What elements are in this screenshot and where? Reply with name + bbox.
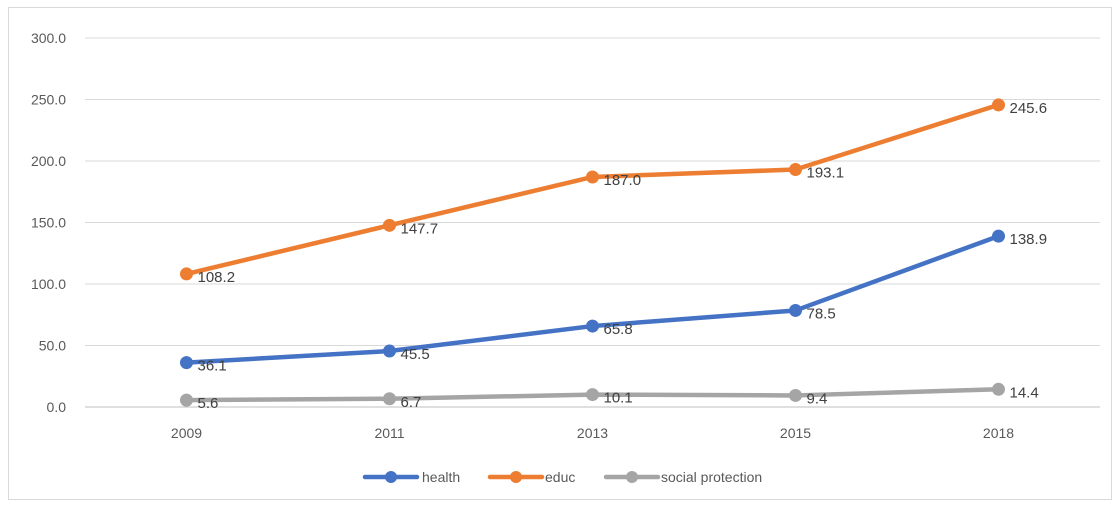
data-point-educ bbox=[992, 98, 1005, 112]
data-label: 147.7 bbox=[401, 220, 439, 237]
data-point-educ bbox=[383, 218, 396, 232]
legend-label-health: health bbox=[422, 469, 460, 485]
data-label: 138.9 bbox=[1010, 231, 1048, 248]
x-tick-label: 2015 bbox=[780, 425, 811, 441]
legend-label-educ: educ bbox=[545, 469, 575, 485]
legend: health educ social protection bbox=[362, 469, 762, 485]
data-point-educ bbox=[789, 162, 802, 176]
data-label: 5.6 bbox=[198, 395, 219, 412]
data-label: 9.4 bbox=[807, 390, 828, 407]
x-axis-ticks: 2009 2011 2013 2015 2018 bbox=[171, 425, 1014, 441]
grid-lines bbox=[85, 37, 1100, 408]
legend-marker-health bbox=[385, 471, 397, 483]
data-label: 78.5 bbox=[807, 305, 836, 322]
data-label: 10.1 bbox=[604, 390, 633, 407]
data-point-social-protection bbox=[180, 393, 193, 407]
data-point-social-protection bbox=[383, 392, 396, 406]
legend-label-social-protection: social protection bbox=[661, 469, 762, 485]
data-label: 6.7 bbox=[401, 394, 422, 411]
y-tick-label: 250.0 bbox=[31, 92, 66, 108]
data-point-health bbox=[383, 344, 396, 358]
data-point-social-protection bbox=[992, 382, 1005, 396]
data-label: 193.1 bbox=[807, 164, 845, 181]
data-point-educ bbox=[180, 267, 193, 281]
data-label: 108.2 bbox=[198, 269, 236, 286]
y-axis-ticks: 0.0 50.0 100.0 150.0 200.0 250.0 300.0 bbox=[31, 30, 66, 415]
y-tick-label: 200.0 bbox=[31, 153, 66, 169]
legend-marker-educ bbox=[510, 471, 522, 483]
data-label: 36.1 bbox=[198, 358, 227, 375]
data-point-health bbox=[789, 303, 802, 317]
y-tick-label: 50.0 bbox=[39, 338, 66, 354]
legend-marker-social-protection bbox=[626, 471, 638, 483]
data-point-health bbox=[586, 319, 599, 333]
data-point-health bbox=[180, 356, 193, 370]
data-label: 187.0 bbox=[604, 172, 642, 189]
y-tick-label: 150.0 bbox=[31, 215, 66, 231]
data-label: 245.6 bbox=[1010, 100, 1048, 117]
data-label: 45.5 bbox=[401, 346, 430, 363]
data-labels: 5.6 6.7 10.1 9.4 14.4 108.2 147.7 187.0 193.1 245… bbox=[198, 100, 1048, 412]
series-layer bbox=[180, 98, 1005, 407]
chart-border bbox=[8, 7, 1112, 500]
x-tick-label: 2018 bbox=[983, 425, 1014, 441]
data-label: 65.8 bbox=[604, 321, 633, 338]
y-tick-label: 300.0 bbox=[31, 30, 66, 46]
data-point-health bbox=[992, 229, 1005, 243]
data-label: 14.4 bbox=[1010, 384, 1039, 401]
x-tick-label: 2013 bbox=[577, 425, 608, 441]
line-chart: 0.0 50.0 100.0 150.0 200.0 250.0 300.0 2009 201… bbox=[8, 7, 1112, 500]
chart-frame: 0.0 50.0 100.0 150.0 200.0 250.0 300.0 2009 201… bbox=[8, 7, 1112, 500]
x-tick-label: 2011 bbox=[374, 425, 404, 441]
x-tick-label: 2009 bbox=[171, 425, 202, 441]
data-point-educ bbox=[586, 170, 599, 184]
y-tick-label: 100.0 bbox=[31, 276, 66, 292]
data-point-social-protection bbox=[586, 388, 599, 402]
y-tick-label: 0.0 bbox=[47, 399, 67, 415]
data-point-social-protection bbox=[789, 388, 802, 402]
